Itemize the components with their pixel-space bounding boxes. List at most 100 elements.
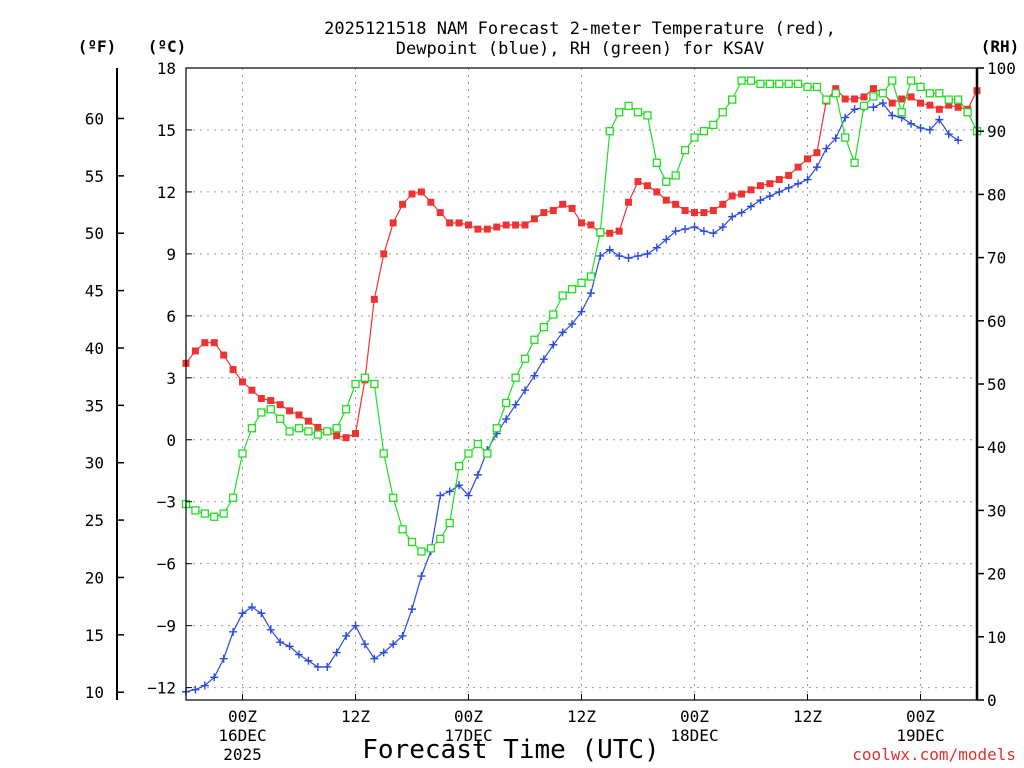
2-meter-temperature-point: [568, 204, 576, 212]
rh-point: [539, 322, 548, 332]
2-meter-temperature-point: [672, 200, 680, 208]
2-meter-temperature-point: [841, 95, 849, 103]
rh-point: [567, 285, 577, 294]
fahrenheit-tick-label: 45: [85, 282, 104, 301]
dewpoint-point: [765, 192, 774, 201]
dewpoint-point: [464, 491, 473, 500]
fahrenheit-tick-label: 30: [85, 454, 104, 473]
rh-point: [718, 108, 727, 117]
rh-point: [699, 127, 709, 136]
rh-point: [313, 430, 322, 439]
rh-point: [276, 414, 285, 423]
dewpoint-point: [238, 609, 247, 618]
dewpoint-point: [304, 656, 313, 665]
rh-point: [341, 405, 351, 414]
dewpoint-point: [662, 235, 671, 244]
2-meter-temperature-point: [615, 227, 623, 235]
2-meter-temperature-point: [625, 198, 633, 206]
rh-tick-label: 100: [987, 59, 1016, 78]
2-meter-temperature-point: [530, 215, 538, 223]
rh-point: [549, 310, 558, 319]
dewpoint-point: [643, 249, 652, 258]
dewpoint-point: [257, 609, 266, 618]
2-meter-temperature-point: [239, 378, 246, 386]
dewpoint-point: [323, 662, 332, 671]
rh-point: [906, 76, 916, 85]
rh-point: [605, 127, 614, 136]
2-meter-temperature-point: [832, 85, 840, 93]
x-axis-title: Forecast Time (UTC): [362, 735, 659, 765]
dewpoint-point: [473, 470, 482, 479]
dewpoint-point: [210, 673, 219, 682]
dewpoint-point: [229, 627, 238, 636]
2-meter-temperature-point: [813, 149, 821, 157]
dewpoint-point: [831, 134, 840, 143]
dewpoint-point: [342, 631, 351, 640]
rh-point: [737, 76, 746, 85]
2-meter-temperature-point: [512, 221, 520, 229]
rh-point: [247, 424, 257, 433]
2-meter-temperature-point: [210, 339, 218, 347]
2-meter-temperature-point: [907, 93, 915, 101]
2-meter-temperature-point: [333, 432, 341, 440]
dewpoint-point: [869, 103, 878, 112]
2-meter-temperature-point: [860, 93, 868, 101]
rh-point: [680, 146, 690, 155]
rh-point: [210, 512, 219, 521]
dewpoint-point: [888, 111, 897, 120]
dewpoint-point: [775, 187, 784, 196]
2-meter-temperature-point: [738, 190, 746, 198]
dewpoint-point: [285, 642, 294, 651]
fahrenheit-unit-label: (ºF): [78, 37, 117, 56]
dewpoint-point: [878, 99, 887, 108]
dewpoint-point: [699, 227, 708, 236]
rh-point: [624, 101, 633, 111]
2-meter-temperature-point: [785, 171, 793, 179]
dewpoint-point: [370, 654, 379, 663]
dewpoint-point: [200, 681, 209, 690]
rh-point: [586, 272, 596, 281]
dewpoint-point: [558, 328, 567, 337]
2-meter-temperature-point: [559, 200, 567, 208]
dewpoint-point: [709, 229, 718, 238]
2-meter-temperature-point: [851, 95, 859, 103]
2-meter-temperature-point: [804, 155, 811, 163]
dewpoint-point: [332, 648, 341, 657]
dewpoint-point: [586, 289, 595, 298]
dewpoint-point: [935, 115, 944, 124]
2-meter-temperature-point: [342, 434, 350, 442]
2-meter-temperature-point: [465, 221, 472, 229]
dewpoint-point: [944, 130, 953, 139]
2-meter-temperature-point: [427, 198, 435, 206]
dewpoint-point: [624, 254, 633, 263]
2-meter-temperature-point: [229, 366, 237, 374]
rh-point: [285, 427, 294, 436]
rh-point: [530, 335, 539, 344]
2-meter-temperature-point: [709, 207, 717, 215]
2-meter-temperature-point: [945, 101, 953, 109]
rh-point: [219, 509, 228, 518]
rh-point: [822, 95, 831, 104]
rh-tick-label: 90: [987, 122, 1006, 141]
fahrenheit-tick-label: 50: [85, 224, 104, 243]
2-meter-temperature-point: [662, 196, 670, 204]
2-meter-temperature-point: [483, 225, 491, 233]
2-meter-temperature-point: [446, 219, 454, 227]
2-meter-temperature-point: [314, 423, 322, 431]
2-meter-temperature-point: [295, 411, 303, 419]
rh-point: [784, 79, 793, 88]
2-meter-temperature-point: [700, 209, 708, 217]
2-meter-temperature-point: [587, 221, 595, 229]
x-date-label: 18DEC: [670, 726, 718, 745]
2-meter-temperature-point: [389, 219, 397, 227]
rh-point: [709, 120, 718, 130]
rh-point: [351, 379, 360, 389]
rh-point: [812, 82, 822, 92]
dewpoint-point: [445, 487, 454, 496]
x-tick-label: 00Z: [680, 707, 709, 726]
rh-point: [869, 92, 878, 101]
dewpoint-point: [794, 179, 803, 188]
dewpoint-point: [568, 320, 577, 329]
dewpoint-point: [822, 144, 831, 153]
